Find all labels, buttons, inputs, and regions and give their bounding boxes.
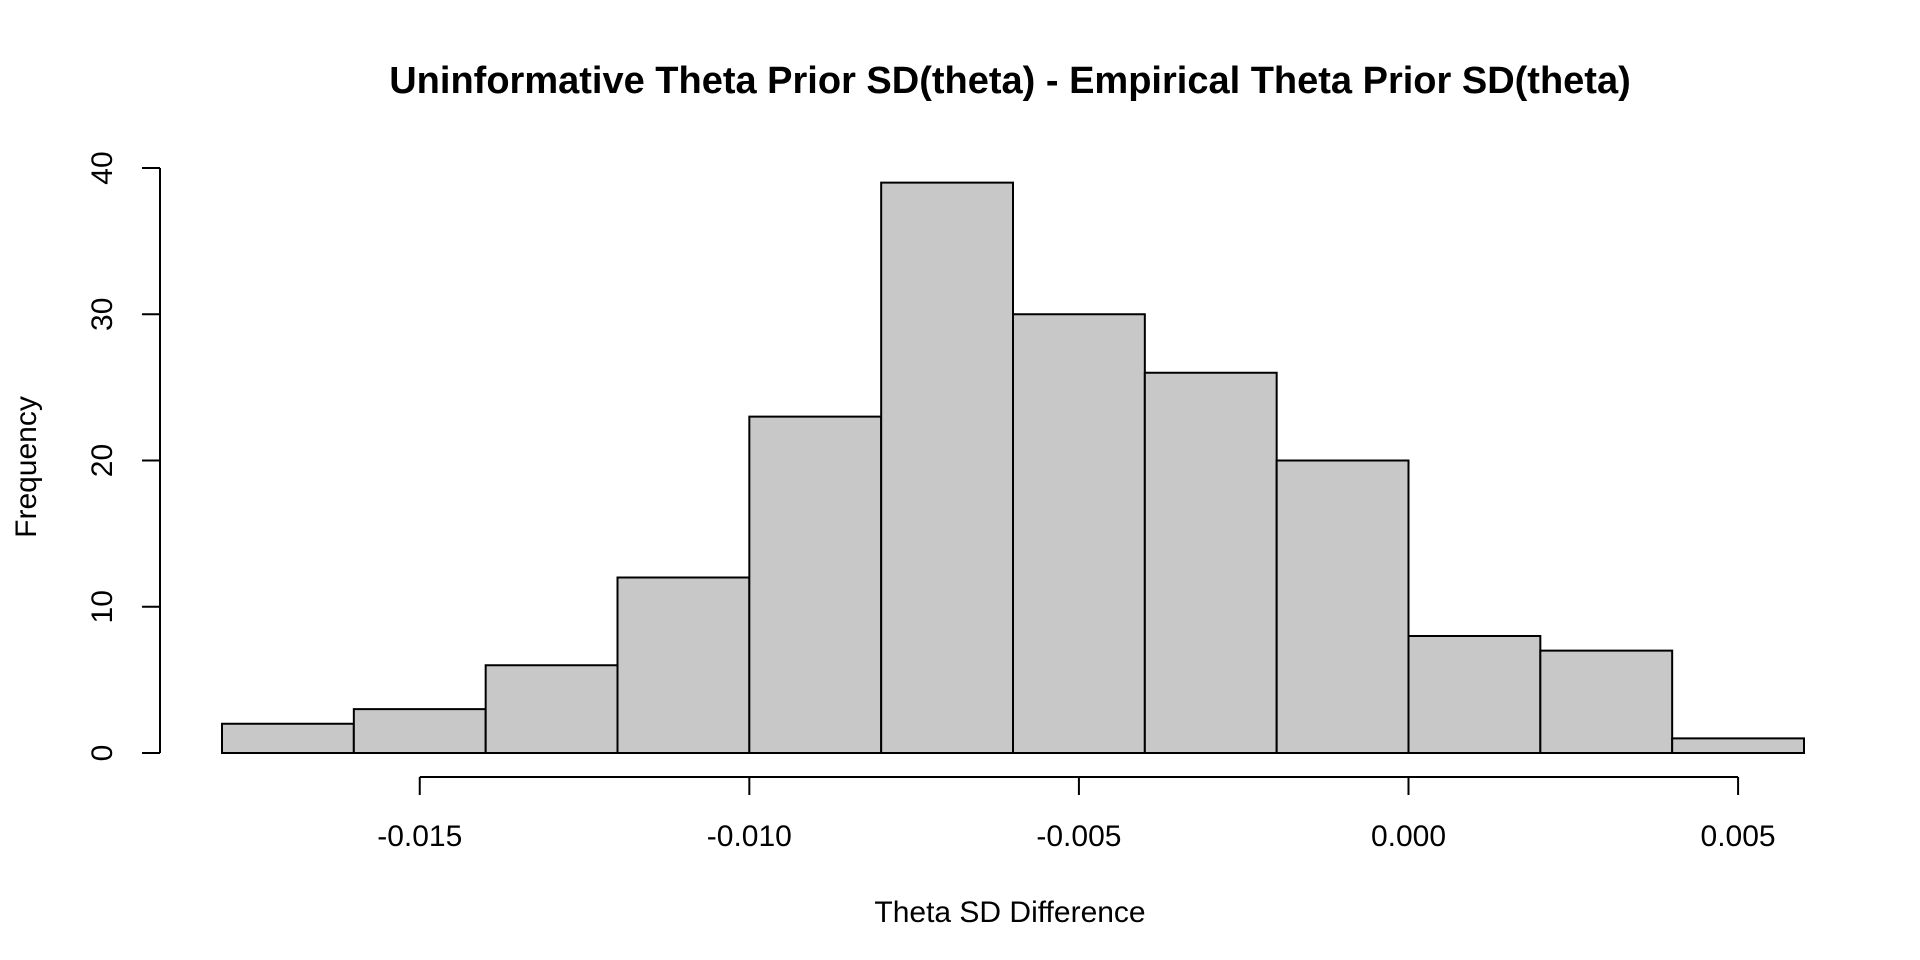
histogram-bar — [221, 722, 355, 754]
y-axis-label: Frequency — [10, 396, 43, 538]
histogram-bar — [484, 664, 619, 754]
histogram-bar — [1539, 649, 1674, 754]
y-axis: 0 10 20 30 40 — [86, 151, 161, 762]
y-tick-label: 20 — [86, 444, 119, 477]
y-tick-label: 0 — [86, 745, 119, 762]
histogram-bar — [1407, 635, 1542, 754]
chart-title: Uninformative Theta Prior SD(theta) - Em… — [389, 60, 1631, 102]
x-tick-label: 0.000 — [1371, 820, 1446, 853]
x-axis: -0.015 -0.010 -0.005 0.000 0.005 — [377, 776, 1776, 853]
histogram-bar — [1275, 459, 1410, 754]
y-tick-label: 40 — [86, 151, 119, 184]
histogram-bar — [1143, 371, 1278, 754]
x-tick-label: 0.005 — [1701, 820, 1776, 853]
histogram-bars — [221, 181, 1805, 754]
x-tick-label: -0.015 — [377, 820, 462, 853]
x-tick-label: -0.005 — [1036, 820, 1121, 853]
histogram-bar — [1671, 737, 1805, 754]
histogram-bar — [616, 576, 751, 754]
histogram-bar — [352, 708, 487, 754]
histogram-bar — [1012, 313, 1146, 754]
histogram-bar — [748, 415, 883, 754]
y-tick-label: 10 — [86, 590, 119, 623]
x-tick-label: -0.010 — [707, 820, 792, 853]
y-tick-label: 30 — [86, 298, 119, 331]
x-axis-label: Theta SD Difference — [874, 896, 1145, 929]
histogram-bar — [880, 181, 1015, 754]
